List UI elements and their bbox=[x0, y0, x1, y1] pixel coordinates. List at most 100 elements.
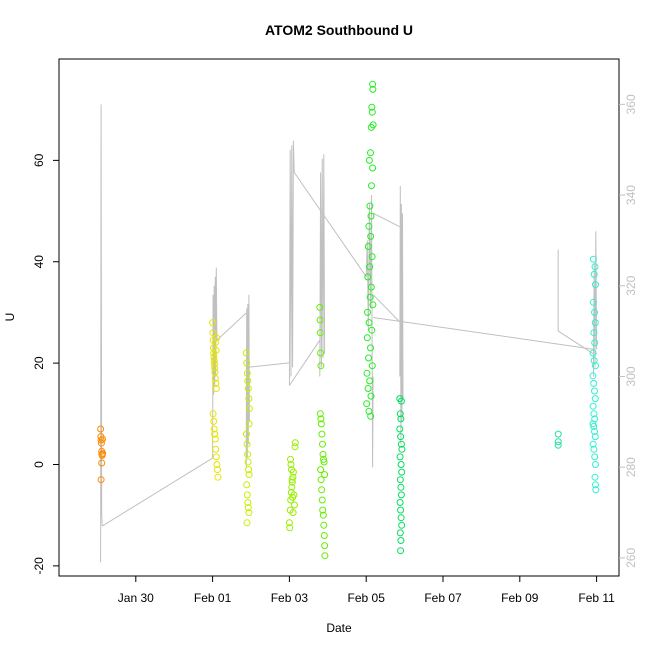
line-segment bbox=[372, 212, 401, 228]
data-point bbox=[245, 420, 253, 428]
data-point bbox=[369, 80, 377, 88]
data-point bbox=[589, 349, 597, 357]
data-point bbox=[212, 453, 220, 461]
data-point bbox=[589, 402, 597, 410]
data-point bbox=[212, 379, 220, 387]
data-point bbox=[368, 253, 376, 261]
data-point bbox=[288, 466, 295, 474]
data-point bbox=[97, 425, 105, 433]
data-point bbox=[97, 436, 105, 444]
data-point bbox=[367, 283, 375, 291]
data-point bbox=[397, 483, 405, 491]
series-group bbox=[396, 395, 406, 555]
data-point bbox=[244, 377, 252, 385]
data-point bbox=[317, 420, 325, 428]
data-point bbox=[363, 400, 371, 408]
data-point bbox=[320, 455, 327, 463]
data-point bbox=[397, 397, 405, 405]
data-point bbox=[317, 362, 325, 370]
data-point bbox=[320, 521, 328, 529]
data-point bbox=[367, 149, 374, 157]
data-point bbox=[289, 493, 297, 501]
y2-tick-label: 320 bbox=[624, 275, 638, 295]
data-point bbox=[321, 471, 329, 479]
data-point bbox=[213, 466, 221, 474]
data-point bbox=[244, 504, 252, 512]
data-point bbox=[317, 415, 325, 423]
data-point bbox=[364, 273, 372, 281]
data-point bbox=[397, 433, 405, 441]
data-point bbox=[369, 121, 377, 129]
data-point bbox=[287, 455, 294, 463]
data-point bbox=[590, 379, 598, 387]
data-point bbox=[367, 212, 375, 220]
data-point bbox=[243, 430, 250, 438]
data-point bbox=[397, 537, 405, 544]
data-point bbox=[397, 461, 405, 468]
data-point bbox=[591, 387, 598, 395]
data-point bbox=[211, 364, 219, 372]
data-point bbox=[289, 509, 297, 517]
data-point bbox=[365, 156, 373, 164]
data-point bbox=[97, 439, 105, 447]
line-segment bbox=[288, 339, 321, 386]
data-point bbox=[590, 445, 598, 453]
data-point bbox=[592, 486, 600, 494]
data-point bbox=[98, 459, 106, 467]
data-point bbox=[591, 453, 599, 461]
data-point bbox=[592, 281, 599, 289]
line-layer bbox=[100, 104, 598, 563]
data-point bbox=[397, 547, 405, 555]
x-axis: Jan 30 Feb 01 Feb 03 Feb 05 Feb 07 Feb 09 Feb … bbox=[118, 576, 615, 605]
points-layer bbox=[97, 80, 600, 560]
data-point bbox=[366, 293, 374, 301]
line-segment bbox=[216, 312, 247, 341]
data-point bbox=[592, 481, 599, 489]
data-point bbox=[317, 466, 325, 474]
data-point bbox=[291, 501, 298, 509]
x-tick-label: Feb 03 bbox=[271, 591, 309, 605]
data-point bbox=[367, 412, 375, 420]
data-point bbox=[321, 552, 329, 560]
y-axis: -20 0 20 40 60 bbox=[32, 153, 59, 575]
data-point bbox=[589, 255, 597, 263]
data-point bbox=[316, 316, 324, 324]
data-point bbox=[554, 430, 562, 438]
data-point bbox=[398, 468, 406, 476]
data-point bbox=[398, 445, 406, 453]
line-segment bbox=[365, 195, 374, 468]
data-point bbox=[212, 339, 219, 347]
data-point bbox=[317, 349, 325, 357]
line-segment bbox=[100, 104, 103, 563]
y2-axis: 260 280 300 320 340 360 bbox=[619, 94, 638, 568]
data-point bbox=[369, 85, 377, 93]
data-point bbox=[591, 395, 599, 403]
data-point bbox=[366, 202, 374, 210]
series-group bbox=[554, 430, 562, 449]
data-point bbox=[591, 339, 599, 347]
data-point bbox=[590, 270, 598, 278]
data-point bbox=[319, 511, 327, 519]
data-point bbox=[210, 425, 218, 433]
data-point bbox=[212, 346, 220, 354]
line-segment bbox=[245, 294, 250, 468]
data-point bbox=[287, 461, 295, 468]
data-point bbox=[396, 476, 404, 484]
series-group bbox=[97, 425, 107, 484]
data-point bbox=[209, 329, 217, 337]
data-point bbox=[319, 506, 327, 514]
data-point bbox=[590, 410, 598, 418]
plot-frame bbox=[58, 58, 620, 577]
data-point bbox=[242, 349, 250, 357]
data-point bbox=[398, 521, 406, 529]
data-point bbox=[243, 491, 251, 499]
data-point bbox=[244, 450, 251, 458]
x-tick-label: Feb 07 bbox=[424, 591, 462, 605]
data-point bbox=[592, 461, 599, 468]
data-point bbox=[368, 362, 376, 370]
y-tick-label: 60 bbox=[32, 153, 46, 167]
data-point bbox=[397, 415, 405, 423]
data-point bbox=[245, 395, 253, 403]
y-axis-label: U bbox=[3, 313, 17, 322]
